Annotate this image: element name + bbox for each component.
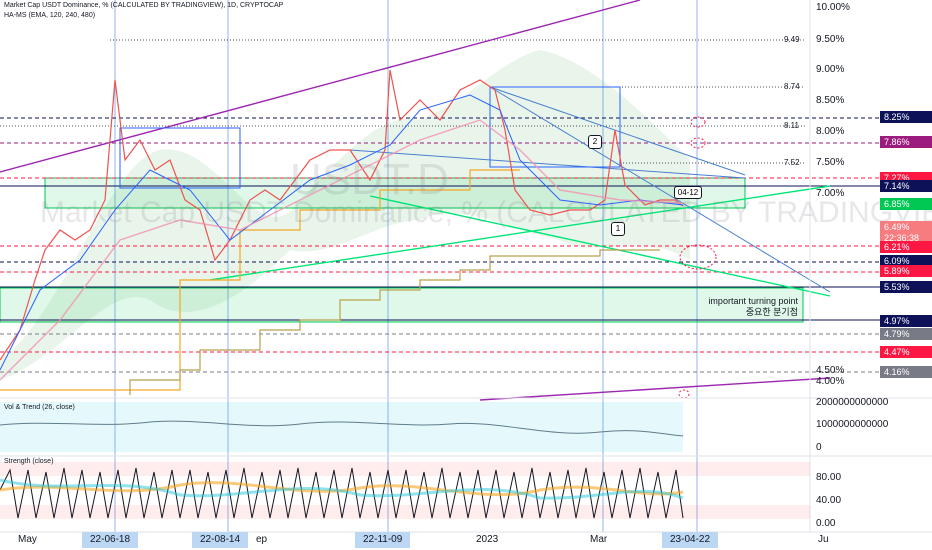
vertical-markers: [114, 0, 698, 532]
cloud-band: [0, 50, 690, 380]
ema-fast: [0, 94, 684, 371]
time-marker-220814[interactable]: 22-08-14: [192, 532, 249, 548]
price-badge-label: 6.85%: [884, 199, 910, 209]
watermark-symbol: USDT.D: [290, 155, 449, 204]
price-badge-label: 7.27%: [884, 173, 910, 183]
price-badge-label: 6.49%: [884, 222, 910, 232]
volume-tick-top: 2000000000000: [816, 397, 889, 408]
price-badge-label: 8.25%: [884, 112, 910, 122]
time-marker-220618[interactable]: 22-06-18: [82, 532, 139, 548]
level-label: 9.49: [784, 35, 800, 44]
dashed-target-circles: [678, 116, 717, 399]
price-badge: 4.16%: [880, 366, 932, 378]
price-countdown: 22:36:38: [884, 233, 920, 243]
blue-trend-1: [489, 86, 831, 293]
volume-pane-title[interactable]: Vol & Trend (26, close): [4, 404, 75, 411]
price-badge: 7.86%: [880, 136, 932, 148]
price-badge: 7.14%: [880, 180, 932, 192]
ema-slow: [0, 119, 684, 381]
price-badge: 4.47%: [880, 346, 932, 358]
green-trend-rising: [209, 185, 831, 281]
volume-bg: [0, 402, 683, 452]
price-badge-label: 4.97%: [884, 316, 910, 326]
indicator-legend[interactable]: HA-MS (EMA, 120, 240, 480): [4, 12, 96, 19]
time-tick-jun: Ju: [818, 534, 829, 545]
time-tick-mar: Mar: [590, 534, 608, 545]
price-badge-label: 5.53%: [884, 282, 910, 292]
blue-trend-3: [489, 86, 746, 176]
strength-tick-0: 0.00: [816, 518, 836, 529]
price-badge-label: 5.89%: [884, 266, 910, 276]
price-badge: 5.89%: [880, 265, 932, 277]
price-tick: 4.00%: [816, 376, 845, 387]
volume-tick-zero: 0: [816, 442, 822, 453]
price-badge: 5.53%: [880, 281, 932, 293]
strength-band-top: [0, 462, 810, 476]
price-badge-label: 6.21%: [884, 242, 910, 252]
price-badge: 4.97%: [880, 315, 932, 327]
price-badge: 8.25%: [880, 111, 932, 123]
price-tick: 4.50%: [816, 365, 845, 376]
label-box-1: 1: [611, 222, 625, 236]
step-line-olive: [129, 249, 660, 395]
price-tick: 7.00%: [816, 188, 845, 199]
strength-pane-title[interactable]: Strength (close): [4, 458, 54, 465]
purple-trend-upper: [0, 0, 641, 173]
purple-trend-lower: [479, 377, 831, 401]
level-label: 8.74: [784, 82, 800, 91]
label-box-2: 2: [588, 135, 602, 149]
volume-tick-mid: 1000000000000: [816, 419, 889, 430]
time-marker-221109[interactable]: 22-11-09: [355, 532, 411, 548]
time-tick-2023: 2023: [476, 534, 499, 545]
price-badge: 6.85%: [880, 198, 932, 210]
price-path: [0, 69, 684, 361]
price-tick: 8.50%: [816, 95, 845, 106]
green-zone-upper: [44, 177, 746, 209]
time-tick-sep: ep: [256, 534, 268, 545]
price-badge-label: 4.47%: [884, 347, 910, 357]
volume-trend-line: [0, 420, 684, 437]
price-badge: 6.09%: [880, 255, 932, 267]
price-badge-label: 7.86%: [884, 137, 910, 147]
price-tick: 7.50%: [816, 157, 845, 168]
price-badge-label: 4.79%: [884, 329, 910, 339]
strength-tick-40: 40.00: [816, 495, 842, 506]
green-trend-falling: [369, 195, 831, 297]
price-badge-label: 7.14%: [884, 181, 910, 191]
turning-point-note-en: important turning point: [708, 296, 798, 306]
price-tick: 9.00%: [816, 64, 845, 75]
chart-title: Market Cap USDT Dominance, % (CALCULATED…: [4, 2, 284, 9]
turning-point-note-ko: 중요한 분기점: [745, 307, 798, 317]
price-badge: 6.49% 22:36:38: [880, 221, 932, 243]
price-tick: 8.00%: [816, 126, 845, 137]
strength-tick-80: 80.00: [816, 472, 842, 483]
green-zone-lower: [0, 287, 804, 323]
blue-trend-2: [349, 149, 746, 179]
price-badge-label: 6.09%: [884, 256, 910, 266]
strength-fill-blue: [0, 478, 684, 500]
price-tick: 10.00%: [816, 2, 850, 13]
strength-band-bottom: [0, 505, 810, 519]
price-badge: 4.79%: [880, 328, 932, 340]
price-badge-label: 4.16%: [884, 367, 910, 377]
time-tick-may: May: [18, 534, 37, 545]
time-marker-230422[interactable]: 23-04-22: [662, 532, 719, 548]
level-label: 7.52: [784, 158, 800, 167]
watermark-text: Market Cap USDT Dominance, % (CALCULATED…: [40, 196, 932, 229]
price-tick: 9.50%: [816, 34, 845, 45]
dotted-levels: [0, 39, 805, 164]
level-label: 8.11: [784, 121, 799, 130]
date-label-box: 04-12: [674, 186, 702, 199]
step-line-orange: [0, 169, 520, 391]
price-badge: 6.21%: [880, 241, 932, 253]
strength-fill: [0, 481, 684, 497]
